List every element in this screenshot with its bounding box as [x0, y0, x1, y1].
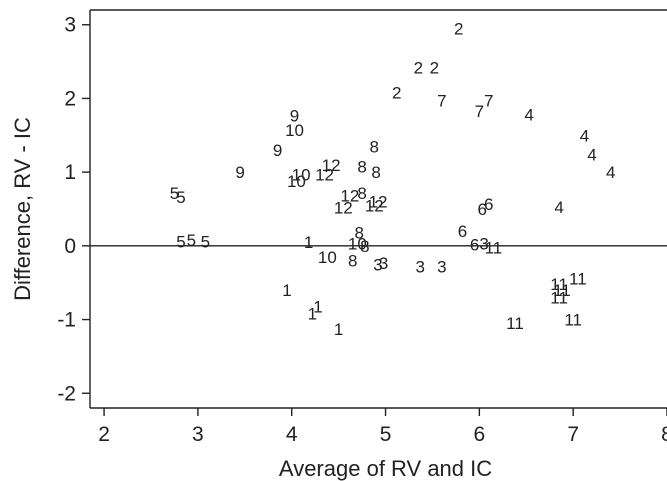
x-tick-label: 2	[98, 423, 110, 446]
data-point-label: 9	[290, 106, 299, 125]
data-point-label: 2	[392, 84, 401, 103]
data-point-label: 10	[292, 165, 311, 184]
data-point-label: 11	[550, 288, 568, 307]
data-point-label: 5	[176, 188, 185, 207]
x-tick-label: 6	[474, 423, 486, 446]
data-point-label: 11	[485, 238, 503, 257]
data-point-label: 4	[587, 145, 596, 164]
y-axis: 3 2 1 0 -1 -2	[57, 14, 90, 405]
data-point-label: 8	[357, 184, 366, 203]
data-point-label: 3	[479, 235, 488, 254]
data-point-label: 10	[285, 121, 304, 140]
y-tick-label: 1	[64, 161, 76, 184]
data-point-label: 5	[176, 232, 185, 251]
data-point-label: 1	[308, 305, 317, 324]
y-tick-label: -2	[57, 382, 76, 405]
y-axis-title: Difference, RV - IC	[10, 117, 35, 301]
data-point-label: 1	[304, 233, 313, 252]
data-point-label: 11	[553, 281, 571, 300]
data-point-label: 6	[458, 222, 467, 241]
x-tick-label: 5	[380, 423, 392, 446]
data-point-label: 10	[318, 248, 337, 267]
data-point-label: 7	[484, 92, 493, 111]
data-point-label: 3	[437, 257, 446, 276]
data-point-label: 1	[282, 281, 291, 300]
x-axis-title: Average of RV and IC	[279, 456, 492, 481]
data-point-label: 12	[365, 196, 384, 215]
x-axis: 2 3 4 5 6 7 8	[98, 408, 667, 446]
data-point-label: 2	[430, 58, 439, 77]
data-point-label: 4	[554, 198, 563, 217]
y-tick-label: 3	[64, 14, 76, 37]
plot-frame	[89, 9, 667, 409]
data-point-label: 4	[606, 163, 615, 182]
data-point-label: 8	[357, 157, 366, 176]
data-point-label: 12	[322, 156, 341, 175]
data-point-label: 10	[287, 172, 306, 191]
data-point-label: 5	[201, 232, 210, 251]
x-tick-label: 4	[286, 423, 298, 446]
data-point-label: 1	[313, 297, 322, 316]
y-tick-label: 2	[64, 87, 76, 110]
x-tick-label: 8	[661, 423, 667, 446]
data-point-label: 6	[484, 195, 493, 214]
data-point-label: 12	[369, 193, 388, 212]
data-point-label: 4	[580, 126, 589, 145]
data-point-label: 8	[355, 224, 364, 243]
data-point-label: 3	[379, 254, 388, 273]
data-point-label: 11	[550, 275, 568, 294]
data-point-label: 9	[235, 163, 244, 182]
data-point-label: 1	[334, 320, 343, 339]
x-tick-label: 7	[567, 423, 579, 446]
data-point-label: 11	[506, 314, 524, 333]
data-point-label: 12	[340, 187, 359, 206]
data-point-label: 7	[475, 102, 484, 121]
data-point-label: 8	[370, 137, 379, 156]
data-point-label: 7	[437, 92, 446, 111]
data-point-label: 11	[564, 311, 582, 330]
data-point-label: 3	[416, 257, 425, 276]
data-point-label: 6	[470, 235, 479, 254]
data-point-label: 8	[348, 252, 357, 271]
data-point-label: 2	[414, 58, 423, 77]
data-point-label: 5	[187, 231, 196, 250]
data-point-label: 12	[315, 165, 334, 184]
y-tick-label: -1	[57, 309, 76, 332]
data-point-label: 12	[334, 199, 353, 218]
x-tick-label: 3	[192, 423, 204, 446]
data-point-label: 8	[360, 237, 369, 256]
data-point-label: 11	[569, 269, 587, 288]
data-point-label: 8	[371, 163, 380, 182]
y-tick-label: 0	[64, 235, 76, 258]
data-point-label: 9	[273, 141, 282, 160]
data-point-label: 10	[348, 235, 367, 254]
data-point-label: 3	[373, 255, 382, 274]
data-point-label: 4	[524, 106, 533, 125]
data-point-label: 2	[454, 19, 463, 38]
data-point-label: 6	[477, 200, 486, 219]
data-point-label: 5	[170, 184, 179, 203]
